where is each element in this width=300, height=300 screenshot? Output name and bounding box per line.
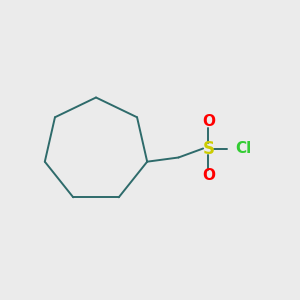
Text: Cl: Cl xyxy=(236,141,252,156)
Text: O: O xyxy=(202,168,215,183)
Text: S: S xyxy=(202,140,214,158)
Text: O: O xyxy=(202,114,215,129)
